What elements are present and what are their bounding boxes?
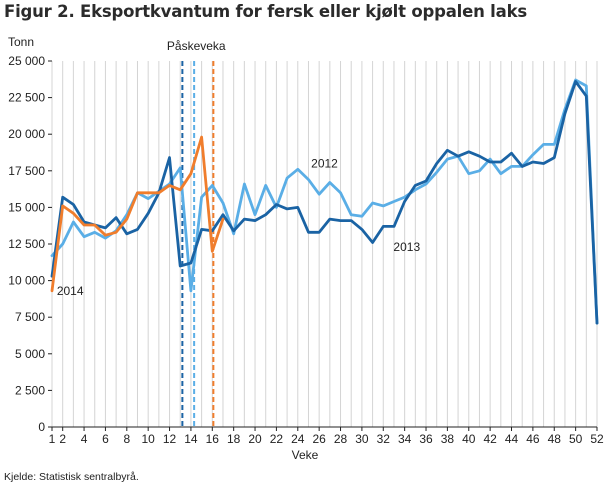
- x-tick-label: 4: [81, 432, 88, 446]
- x-tick-label: 32: [377, 432, 391, 446]
- annotation-2012: 2012: [311, 156, 338, 170]
- x-tick-label: 42: [483, 432, 497, 446]
- x-tick-label: 8: [123, 432, 130, 446]
- x-tick-label: 44: [505, 432, 519, 446]
- y-tick-label: 7 500: [15, 310, 45, 324]
- x-tick-label: 50: [569, 432, 583, 446]
- x-tick-label: 1: [49, 432, 56, 446]
- source-note: Kjelde: Statistisk sentralbyrå.: [4, 471, 139, 483]
- x-tick-label: 16: [206, 432, 220, 446]
- series-line-2013: [50, 80, 599, 325]
- y-tick-label: 0: [38, 420, 45, 434]
- x-tick-label: 10: [141, 432, 155, 446]
- x-tick-label: 24: [291, 432, 305, 446]
- annotations: Påskeveka 2012 2013 2014: [57, 39, 421, 298]
- x-tick-label: 20: [248, 432, 262, 446]
- x-tick-label: 2: [59, 432, 66, 446]
- x-tick-label: 30: [355, 432, 369, 446]
- series-lines: [50, 78, 599, 325]
- annotation-paskeveka: Påskeveka: [167, 39, 226, 53]
- y-tick-label: 20 000: [8, 127, 45, 141]
- y-tick-label: 17 500: [8, 164, 45, 178]
- y-tick-label: 22 500: [8, 91, 45, 105]
- y-tick-label: 25 000: [8, 54, 45, 68]
- x-tick-label: 12: [163, 432, 177, 446]
- x-tick-label: 26: [312, 432, 326, 446]
- x-tick-label: 22: [270, 432, 284, 446]
- y-tick-label: 5 000: [15, 347, 45, 361]
- series-line-2012: [50, 78, 599, 325]
- x-tick-label: 40: [462, 432, 476, 446]
- y-tick-label: 10 000: [8, 274, 45, 288]
- y-tick-label: 2 500: [15, 383, 45, 397]
- x-tick-label: 36: [419, 432, 433, 446]
- grid-lines: [51, 61, 598, 428]
- chart-title: Figur 2. Eksportkvantum for fersk eller …: [4, 2, 527, 21]
- y-tick-label: 15 000: [8, 200, 45, 214]
- annotation-2014: 2014: [57, 284, 84, 298]
- x-tick-label: 34: [398, 432, 412, 446]
- x-tick-label: 52: [590, 432, 604, 446]
- x-tick-label: 46: [526, 432, 540, 446]
- x-tick-labels: 1 2 4 6 8 10 12 14 16 18 20 22 24 26 28 30 32 34 36 38 40 42 4…: [49, 427, 604, 446]
- x-tick-label: 6: [102, 432, 109, 446]
- x-tick-label: 18: [227, 432, 241, 446]
- y-tick-labels: 0 2 500 5 000 7 500 10 000 12 500 15 000 17 500…: [8, 54, 52, 434]
- series-line-2014: [50, 135, 225, 293]
- x-tick-label: 48: [548, 432, 562, 446]
- x-tick-label: 28: [334, 432, 348, 446]
- x-tick-label: 14: [184, 432, 198, 446]
- x-axis-label: Veke: [291, 448, 319, 462]
- annotation-2013: 2013: [393, 240, 420, 254]
- y-axis-label: Tonn: [8, 35, 35, 49]
- y-tick-label: 12 500: [8, 237, 45, 251]
- x-tick-label: 38: [441, 432, 455, 446]
- easter-week-markers: [181, 61, 215, 427]
